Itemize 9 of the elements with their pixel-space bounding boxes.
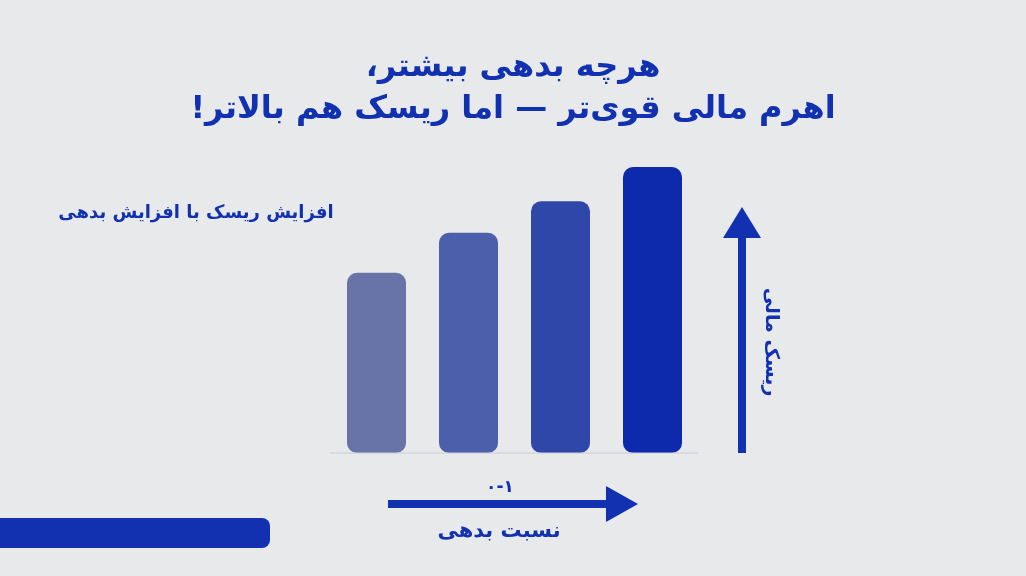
- x-axis-title: نسبت بدهی: [437, 517, 561, 544]
- chart-title: هرچه بدهی بیشتر، اهرم مالی قوی‌تر — اما ریسک هم بالاتر!: [190, 45, 836, 128]
- bar: [347, 272, 406, 453]
- bar: [439, 232, 498, 453]
- y-axis-title: ریسک مالی: [760, 287, 785, 397]
- text: افزایش ریسک با افزایش بدهی: [58, 200, 334, 225]
- bar: [623, 167, 682, 453]
- bar: [531, 201, 590, 453]
- text: ۰-۱: [486, 475, 514, 498]
